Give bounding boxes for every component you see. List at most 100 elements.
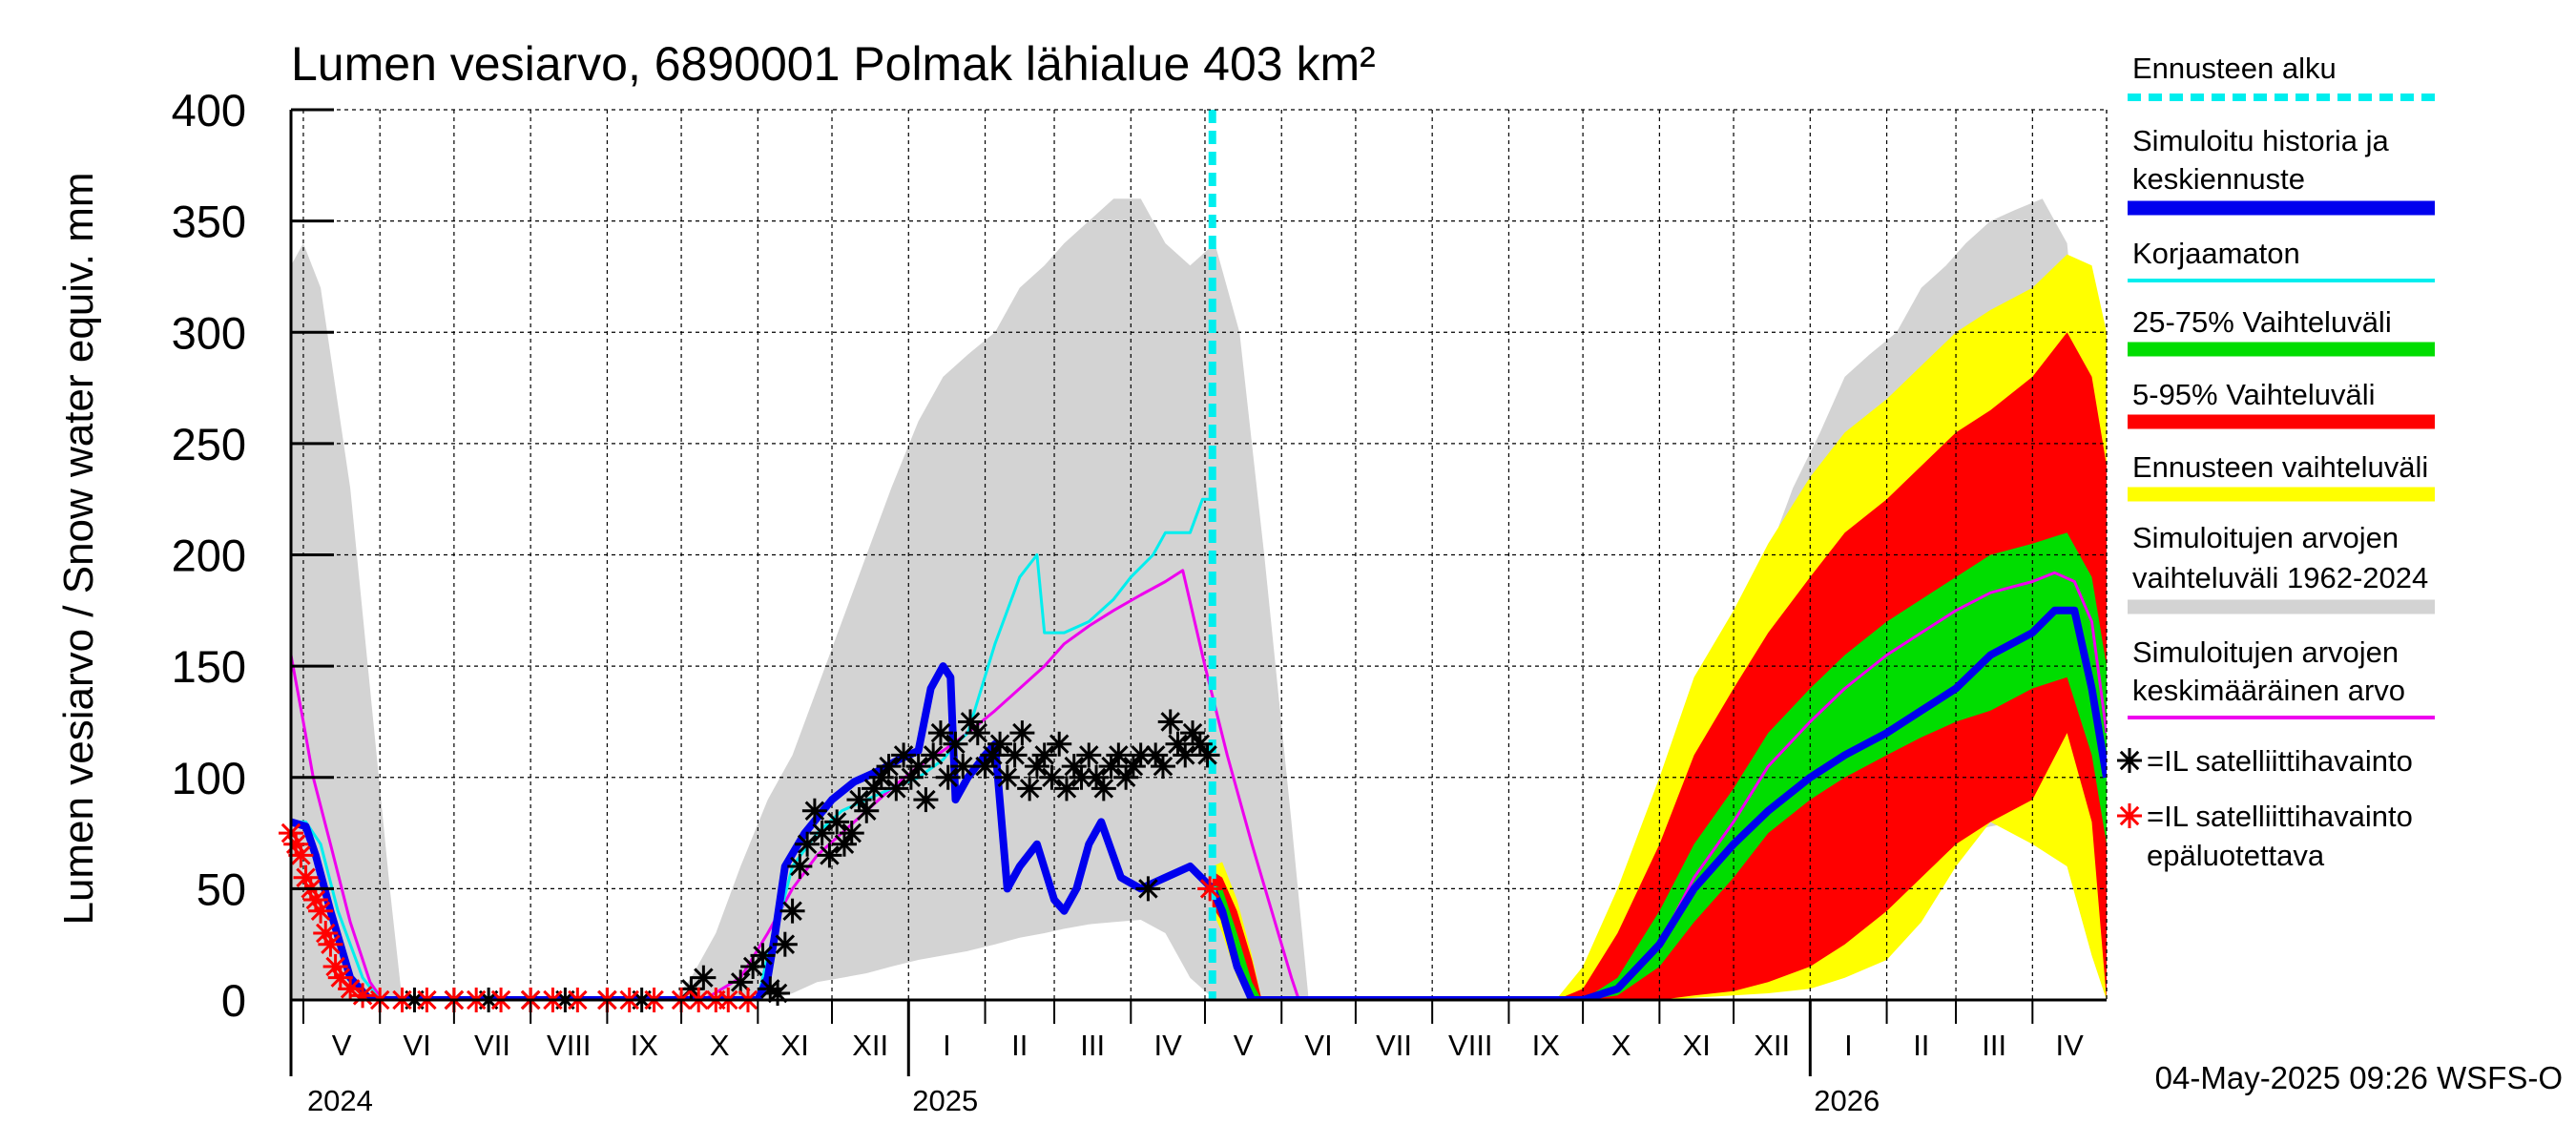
obs-point-stroke: [1175, 745, 1195, 765]
obs-point: [921, 742, 946, 768]
legend-item-ennusteen-alku: Ennusteen alku: [2128, 52, 2435, 101]
footer-timestamp: 04-May-2025 09:26 WSFS-O: [2155, 1060, 2563, 1095]
month-label: IX: [1532, 1029, 1561, 1062]
obs-point-unreliable-stroke: [1199, 879, 1220, 899]
obs-point-stroke: [1101, 756, 1121, 777]
obs-point-stroke: [1160, 712, 1180, 732]
obs-point-stroke: [1012, 722, 1032, 743]
month-label: X: [710, 1029, 730, 1062]
observations-layer: [279, 709, 1223, 1012]
obs-point-stroke: [975, 756, 995, 777]
y-tick-label: 150: [172, 641, 246, 692]
obs-point-unreliable-stroke: [305, 889, 326, 910]
obs-point-stroke: [1056, 779, 1077, 799]
obs-point-stroke: [1153, 756, 1174, 777]
obs-point-stroke: [782, 901, 802, 921]
obs-point: [1113, 764, 1139, 790]
legend-item-simuloitujen-arvojen-keskim-r-inen-arvo: Simuloitujen arvojen keskimääräinen arvo: [2128, 635, 2435, 719]
obs-point-stroke: [952, 756, 973, 777]
obs-point-stroke: [893, 745, 914, 765]
legend-label: epäluotettava: [2147, 839, 2325, 872]
obs-point-stroke: [857, 801, 877, 821]
legend-item-ennusteen-vaihteluv-li: Ennusteen vaihteluväli: [2128, 450, 2435, 502]
legend-item-korjaamaton: Korjaamaton: [2128, 237, 2435, 282]
obs-point: [758, 976, 783, 1002]
obs-point-stroke: [1019, 779, 1040, 799]
obs-point-unreliable: [318, 931, 343, 957]
obs-point-stroke: [841, 822, 862, 843]
month-label: VI: [403, 1029, 430, 1062]
obs-point-stroke: [1197, 745, 1217, 765]
obs-point: [1047, 731, 1072, 757]
obs-point-stroke: [1071, 767, 1091, 788]
obs-point: [943, 731, 968, 757]
obs-point-stroke: [945, 734, 966, 755]
series-line-korjaamaton: [291, 497, 1213, 1000]
obs-point: [994, 764, 1020, 790]
legend-label: vaihteluväli 1962-2024: [2132, 561, 2428, 594]
obs-point-stroke: [901, 767, 922, 788]
obs-point: [854, 798, 880, 823]
month-label: IV: [1153, 1029, 1182, 1062]
obs-point: [898, 764, 924, 790]
obs-point-stroke: [730, 972, 751, 992]
month-label: I: [943, 1029, 951, 1062]
obs-point-stroke: [826, 812, 847, 832]
obs-point: [1135, 876, 1161, 902]
obs-point-stroke: [930, 722, 951, 743]
legend-label: Ennusteen alku: [2132, 52, 2337, 85]
obs-point: [1039, 764, 1065, 790]
y-tick-label: 200: [172, 531, 246, 581]
obs-point: [765, 981, 791, 1007]
y-tick-label: 0: [221, 975, 246, 1026]
obs-point: [1069, 764, 1094, 790]
obs-point-stroke: [790, 856, 810, 877]
obs-point-stroke: [1027, 756, 1048, 777]
obs-point-stroke: [1005, 745, 1025, 765]
obs-point-stroke: [1093, 779, 1114, 799]
legend-item-5-95-vaihteluv-li: 5-95% Vaihteluväli: [2128, 378, 2435, 429]
obs-point-stroke: [989, 734, 1010, 755]
obs-point-stroke: [886, 779, 906, 799]
y-tick-label: 400: [172, 85, 246, 135]
obs-point-stroke: [804, 801, 825, 821]
obs-point-stroke: [1042, 767, 1062, 788]
bands-layer: [291, 198, 2107, 1000]
obs-point: [728, 969, 754, 995]
obs-point: [913, 787, 939, 813]
obs-point-stroke: [983, 745, 1003, 765]
obs-point: [935, 764, 961, 790]
obs-point: [772, 931, 798, 957]
legend-label: keskimääräinen arvo: [2132, 674, 2405, 707]
obs-point: [965, 720, 990, 746]
obs-point-stroke: [1109, 745, 1129, 765]
month-label: II: [1011, 1029, 1028, 1062]
legend-item-simuloitujen-arvojen-vaihteluv-li-1962-2024: Simuloitujen arvojen vaihteluväli 1962-20…: [2128, 521, 2435, 614]
obs-point-unreliable-stroke: [296, 867, 316, 887]
y-tick-label: 250: [172, 419, 246, 469]
legend-item-il-satelliittihavainto: =IL satelliittihavainto: [2117, 744, 2413, 778]
obs-point: [1173, 742, 1198, 768]
obs-point: [1091, 776, 1116, 802]
obs-point-unreliable: [350, 983, 376, 1009]
band-simuloitujen-arvojen-vaihteluv-li-1962-2024: [291, 198, 2107, 1000]
obs-point: [817, 843, 842, 868]
obs-point: [1195, 742, 1220, 768]
obs-point-stroke: [1049, 734, 1070, 755]
month-label: V: [1234, 1029, 1254, 1062]
obs-point: [1031, 742, 1057, 768]
obs-point: [1002, 742, 1028, 768]
month-label: XII: [852, 1029, 888, 1062]
obs-point-stroke: [775, 934, 796, 954]
legend-label: Simuloitujen arvojen: [2132, 521, 2399, 554]
y-axis-label: Lumen vesiarvo / Snow water equiv. mm: [55, 172, 102, 925]
legend: Ennusteen alku Simuloitu historia ja keski…: [2117, 52, 2435, 872]
obs-point-unreliable-stroke: [310, 901, 331, 921]
obs-point-unreliable-stroke: [321, 934, 341, 954]
obs-point: [1157, 709, 1183, 735]
obs-point: [1076, 742, 1102, 768]
obs-point: [1009, 720, 1035, 746]
legend-label: 5-95% Vaihteluväli: [2132, 378, 2375, 411]
month-label: VIII: [547, 1029, 592, 1062]
lines-layer: [291, 110, 2107, 1000]
